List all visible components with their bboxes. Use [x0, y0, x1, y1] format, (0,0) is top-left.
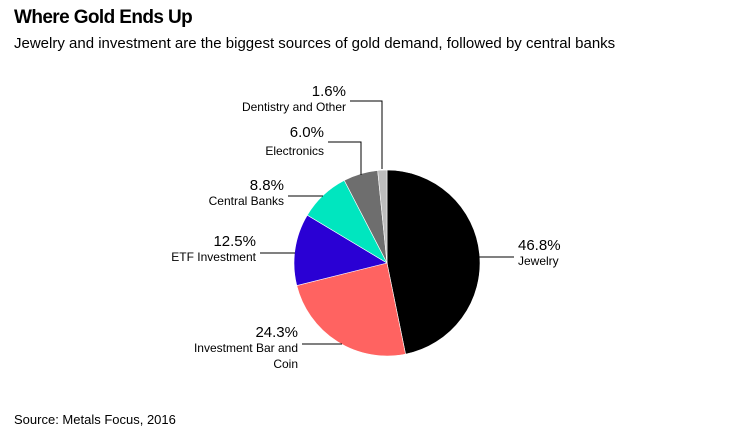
data-label-investment-bar-and-coin: 24.3%	[255, 324, 298, 341]
data-label-etf-investment: 12.5%	[213, 233, 256, 250]
slice-name-dentistry-and-other: Dentistry and Other	[242, 100, 346, 114]
slice-name-investment-bar-and-coin-line-2: Coin	[273, 357, 298, 371]
pie-chart: 46.8%Jewelry 24.3%Investment Bar and Coin 1…	[171, 83, 561, 371]
chart-subtitle: Jewelry and investment are the biggest s…	[14, 35, 616, 52]
data-label-jewelry: 46.8%	[518, 237, 561, 254]
chart-title: Where Gold Ends Up	[14, 7, 193, 28]
slice-name-jewelry: Jewelry	[518, 254, 559, 268]
slice-name-central-banks: Central Banks	[209, 194, 284, 208]
slice-name-electronics: Electronics	[265, 144, 324, 158]
data-label-electronics: 6.0%	[290, 124, 324, 141]
pie-slice-dentistry-and-other	[377, 169, 388, 264]
leader-line-electronics	[328, 141, 362, 175]
leader-line-dentistry-and-other	[350, 100, 383, 169]
pie-slice-etf-investment	[293, 214, 388, 286]
slice-name-etf-investment: ETF Investment	[171, 250, 256, 264]
data-label-central-banks: 8.8%	[250, 177, 284, 194]
pie-slice-jewelry	[386, 169, 481, 355]
slice-name-investment-bar-and-coin-line-1: Investment Bar and	[194, 341, 298, 355]
data-label-dentistry-and-other: 1.6%	[312, 83, 346, 100]
pie-slice-investment-bar-and-coin	[296, 262, 406, 357]
source-note: Source: Metals Focus, 2016	[14, 412, 176, 427]
